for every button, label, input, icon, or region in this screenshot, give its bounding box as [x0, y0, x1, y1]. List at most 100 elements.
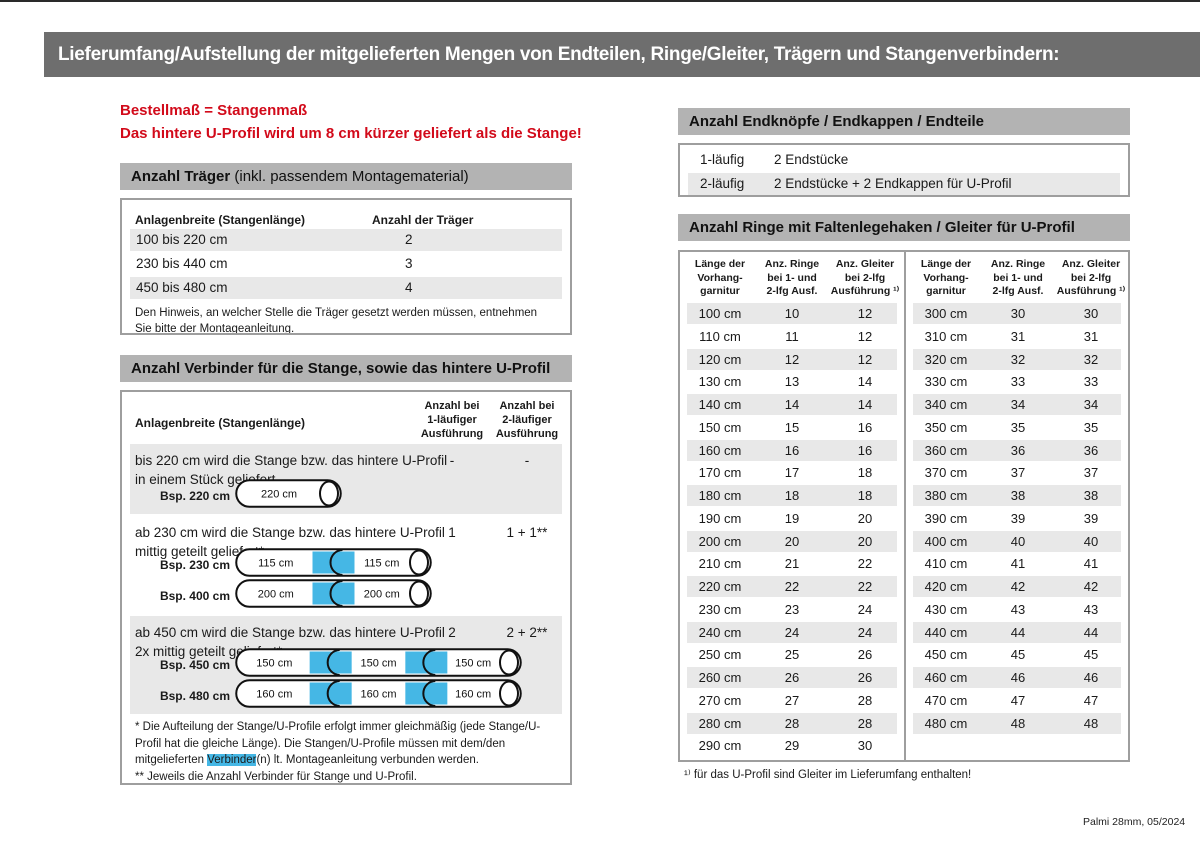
table-cell: 20	[784, 533, 800, 549]
table-cell: 38	[1010, 488, 1026, 503]
table-cell: 35	[1083, 419, 1099, 435]
table-row: 400 cm 40 40	[906, 530, 1128, 554]
table-cell: 12	[857, 306, 873, 321]
table-row: 320 cm 32 32	[906, 348, 1128, 372]
table-cell: 36	[1083, 442, 1099, 458]
svg-text:160 cm: 160 cm	[256, 688, 292, 700]
svg-text:150 cm: 150 cm	[256, 657, 292, 669]
table-cell: 16	[857, 419, 873, 435]
ringe-table-body-right: 300 cm 30 30 310 cm 31 31 320 cm 32 32 330 cm 33 33…	[906, 303, 1128, 735]
traeger-note: Den Hinweis, an welcher Stelle die Träge…	[135, 307, 538, 335]
table-cell: 39	[1010, 510, 1026, 526]
ringe-table-header: Länge der Vorhang- garnitur Anz. Ringe b…	[680, 252, 904, 303]
rod-example: Bsp. 480 cm 160 cm 160 cm 160 cm	[130, 678, 522, 713]
table-row: 110 cm 11 12	[680, 326, 904, 349]
endteile-parts: 2 Endstücke + 2 Endkappen für U-Profil	[774, 176, 1012, 191]
table-cell: 170 cm	[698, 465, 742, 481]
table-row: 410 cm 41 41	[906, 553, 1128, 576]
table-cell: 450 cm	[924, 647, 968, 663]
rod-example: Bsp. 400 cm 200 cm 200 cm	[130, 578, 432, 613]
table-row: 100 bis 220 cm 2	[130, 229, 562, 251]
section-header-traeger: Anzahl Träger (inkl. passendem Montagema…	[120, 163, 572, 190]
table-cell: 18	[857, 465, 873, 481]
table-cell: 220 cm	[698, 579, 742, 594]
rod-diagram: 115 cm 115 cm	[235, 547, 432, 577]
svg-text:115 cm: 115 cm	[258, 557, 293, 569]
ringe-table-right: Länge der Vorhang- garnitur Anz. Ringe b…	[904, 252, 1128, 760]
table-cell: 320 cm	[924, 351, 968, 367]
endteile-variant: 1-läufig	[700, 152, 745, 167]
table-row: 130 cm 13 14	[680, 371, 904, 394]
table-cell: 270 cm	[698, 692, 742, 708]
table-row: 310 cm 31 31	[906, 326, 1128, 349]
table-cell: 480 cm	[924, 715, 968, 731]
table-cell: 200 cm	[698, 533, 742, 549]
table-cell: 370 cm	[924, 465, 968, 481]
table-cell: 30	[1010, 306, 1026, 321]
ringe-col-gleiter: Anz. Gleiter bei 2-lfg Ausführung ¹⁾	[1056, 258, 1126, 297]
table-cell: 28	[857, 715, 873, 731]
endteile-parts: 2 Endstücke	[774, 152, 849, 167]
traeger-range: 450 bis 480 cm	[136, 280, 228, 295]
rod-diagram-wrap: 150 cm 150 cm 150 cm	[235, 647, 522, 682]
table-cell: 460 cm	[924, 670, 968, 685]
table-cell: 25	[784, 647, 800, 663]
traeger-table-header: Anlagenbreite (Stangenlänge) Anzahl der …	[122, 200, 570, 229]
rod-example-label: Bsp. 230 cm	[159, 557, 230, 572]
table-cell: 14	[857, 397, 873, 412]
footnote-star: * Die Aufteilung der Stange/U-Profile er…	[135, 721, 541, 766]
footnote-double-star: ** Jeweils die Anzahl Verbinder für Stan…	[135, 770, 417, 783]
table-cell: 37	[1010, 465, 1026, 481]
table-row: 380 cm 38 38	[906, 485, 1128, 508]
table-cell: 18	[784, 488, 800, 503]
table-cell: 33	[1083, 374, 1099, 390]
verbinder-count-2lfg: 1 + 1**	[506, 525, 548, 540]
table-cell: 24	[857, 601, 873, 617]
table-cell: 22	[857, 556, 873, 572]
rod-diagram-wrap: 160 cm 160 cm 160 cm	[235, 678, 522, 713]
table-row: 180 cm 18 18	[680, 485, 904, 508]
rod-diagram: 200 cm 200 cm	[235, 578, 432, 608]
table-row: 330 cm 33 33	[906, 371, 1128, 394]
table-row: 230 cm 23 24	[680, 599, 904, 622]
table-cell: 16	[784, 442, 800, 458]
rod-diagram-wrap: 200 cm 200 cm	[235, 578, 432, 613]
table-cell: 30	[1083, 306, 1099, 321]
verbinder-count-1lfg: 2	[448, 625, 456, 640]
table-cell: 45	[1083, 647, 1099, 663]
table-cell: 40	[1083, 533, 1099, 549]
table-cell: 37	[1083, 465, 1099, 481]
table-cell: 240 cm	[698, 624, 742, 640]
page-title: Lieferumfang/Aufstellung der mitgeliefer…	[58, 44, 1060, 65]
table-row: 350 cm 35 35	[906, 417, 1128, 440]
table-cell: 10	[784, 306, 800, 321]
table-cell: 400 cm	[924, 533, 968, 549]
table-cell: 20	[857, 510, 873, 526]
svg-text:150 cm: 150 cm	[455, 657, 491, 669]
table-cell: 340 cm	[924, 397, 968, 412]
section-header-endteile-text: Anzahl Endknöpfe / Endkappen / Endteile	[689, 113, 985, 130]
table-cell: 48	[1010, 715, 1026, 731]
table-cell: 32	[1083, 351, 1099, 367]
verbinder-footnotes: * Die Aufteilung der Stange/U-Profile er…	[135, 719, 560, 783]
table-row: 150 cm 15 16	[680, 417, 904, 440]
verbinder-table: Anlagenbreite (Stangenlänge) Anzahl bei …	[120, 390, 572, 785]
table-row: 100 cm 10 12	[680, 303, 904, 326]
table-cell: 34	[1083, 397, 1099, 412]
order-measure-note: Bestellmaß = Stangenmaß Das hintere U-Pr…	[120, 99, 582, 145]
table-cell: 11	[785, 328, 799, 344]
svg-text:160 cm: 160 cm	[455, 688, 491, 700]
document-version: Palmi 28mm, 05/2024	[1083, 816, 1186, 828]
ringe-col-laenge: Länge der Vorhang- garnitur	[920, 258, 972, 297]
table-row: 240 cm 24 24	[680, 621, 904, 645]
verbinder-count-2lfg: -	[524, 453, 530, 468]
table-cell: 33	[1010, 374, 1026, 390]
table-cell: 22	[784, 579, 800, 594]
table-cell: 440 cm	[924, 624, 968, 640]
ringe-table-header: Länge der Vorhang- garnitur Anz. Ringe b…	[906, 252, 1128, 303]
table-cell: 12	[857, 328, 873, 344]
table-row: 220 cm 22 22	[680, 576, 904, 599]
table-cell: 100 cm	[698, 306, 742, 321]
table-cell: 31	[1010, 328, 1026, 344]
endteile-variant: 2-läufig	[700, 176, 745, 191]
